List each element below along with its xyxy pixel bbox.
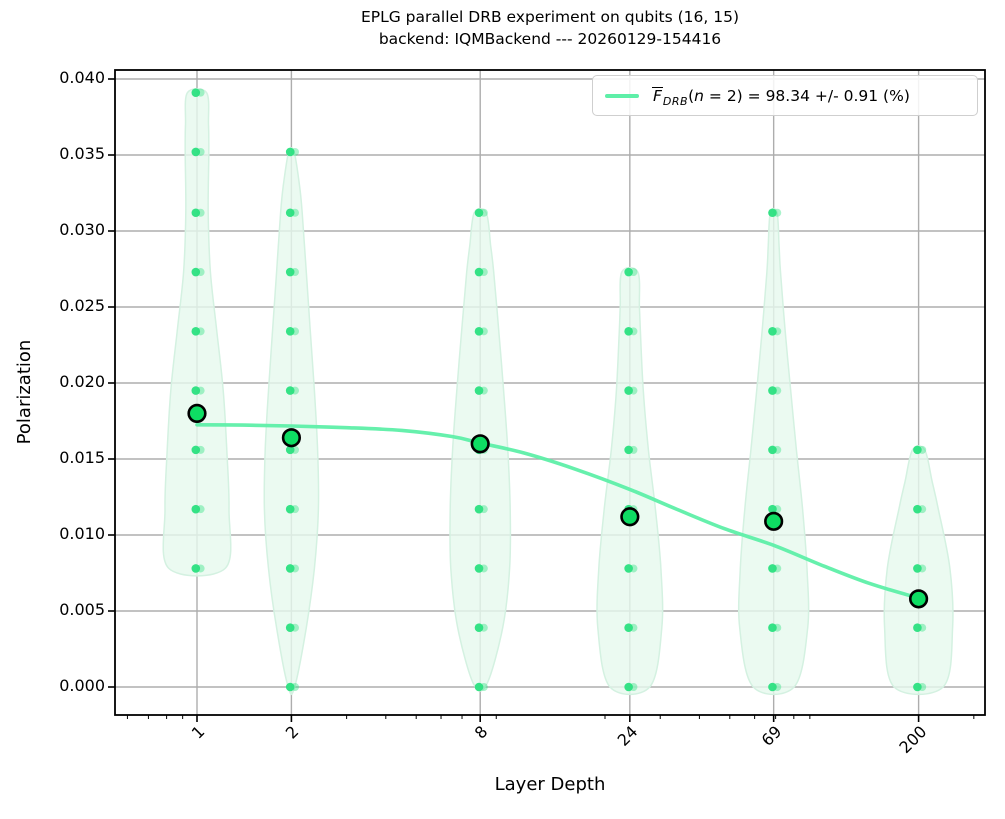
mean-marker-depth-2 bbox=[281, 428, 302, 448]
jitter-dot bbox=[913, 623, 922, 633]
jitter-dot bbox=[191, 147, 201, 157]
tick-marks bbox=[108, 78, 975, 722]
jitter-dot bbox=[624, 327, 633, 336]
x-axis-label: Layer Depth bbox=[494, 774, 606, 795]
mean-marker-depth-8 bbox=[470, 434, 490, 454]
jitter-dot bbox=[768, 623, 777, 633]
jitter-dot bbox=[191, 504, 201, 514]
mean-marker-depth-69 bbox=[764, 511, 784, 531]
legend-paren: ( bbox=[688, 86, 695, 105]
jitter-dot bbox=[913, 682, 922, 692]
mean-marker-depth-1 bbox=[187, 403, 207, 424]
violin-depth-24 bbox=[596, 266, 664, 696]
gridlines bbox=[115, 70, 985, 715]
jitter-dot bbox=[474, 267, 484, 277]
jitter-dot bbox=[768, 208, 777, 218]
jitter-dot bbox=[624, 623, 633, 633]
violin-depth-2 bbox=[263, 147, 320, 696]
jitter-dot bbox=[191, 564, 201, 573]
jitter-dot bbox=[191, 208, 201, 218]
jitter-dot bbox=[285, 445, 295, 455]
mean-marker-depth-200 bbox=[909, 589, 929, 609]
chart-subtitle: backend: IQMBackend --- 20260129-154416 bbox=[378, 30, 722, 49]
fit-curve bbox=[195, 423, 921, 600]
fbar-symbol: F bbox=[652, 86, 663, 105]
jitter-dot bbox=[191, 445, 201, 455]
jitter-dot bbox=[474, 327, 484, 336]
fbar-subscript: DRB bbox=[662, 94, 689, 108]
jitter-dot bbox=[768, 504, 777, 514]
legend-value-text: = 2) = 98.34 +/- 0.91 (%) bbox=[703, 86, 910, 105]
jitter-dot bbox=[624, 267, 633, 277]
jitter-dot bbox=[285, 267, 295, 277]
jitter-dot bbox=[285, 564, 295, 573]
jitter-dot bbox=[913, 445, 922, 455]
jitter-dot bbox=[768, 682, 777, 692]
jitter-dot bbox=[191, 267, 201, 277]
jitter-dot bbox=[768, 327, 777, 336]
jitter-dot bbox=[191, 88, 201, 97]
jitter-dot bbox=[474, 208, 484, 218]
jitter-dot bbox=[285, 386, 295, 395]
jitter-dot bbox=[913, 564, 922, 573]
legend-var-n: n bbox=[694, 86, 704, 105]
mean-marker-depth-24 bbox=[620, 507, 640, 527]
axes-spines bbox=[114, 69, 986, 716]
jitter-dot bbox=[474, 504, 484, 514]
legend-line-sample bbox=[605, 93, 639, 98]
jitter-dot bbox=[285, 327, 295, 336]
jitter-dot bbox=[768, 445, 777, 455]
jitter-dot bbox=[285, 147, 295, 157]
jitter-dot bbox=[474, 682, 484, 692]
title-block: EPLG parallel DRB experiment on qubits (… bbox=[95, 6, 1005, 51]
violins bbox=[162, 87, 954, 696]
jitter-dot bbox=[285, 504, 295, 514]
y-axis-label: Polarization bbox=[14, 339, 35, 445]
jitter-dot bbox=[191, 327, 201, 336]
jitter-dot bbox=[474, 386, 484, 395]
chart-title: EPLG parallel DRB experiment on qubits (… bbox=[360, 8, 740, 26]
jitter-dot bbox=[624, 564, 633, 573]
jitter-dot bbox=[624, 386, 633, 395]
jitter-dot bbox=[474, 623, 484, 633]
jitter-dot bbox=[285, 623, 295, 633]
jitter-dot bbox=[624, 445, 633, 455]
jitter-dot bbox=[624, 682, 633, 692]
jitter-dot bbox=[768, 564, 777, 573]
jitter-dot bbox=[913, 504, 922, 514]
jitter-dots bbox=[191, 88, 927, 692]
legend: FDRB(n = 2) = 98.34 +/- 0.91 (%) bbox=[592, 75, 978, 116]
jitter-dot bbox=[768, 386, 777, 395]
jitter-dot bbox=[191, 386, 201, 395]
legend-label: FDRB(n = 2) = 98.34 +/- 0.91 (%) bbox=[652, 86, 910, 108]
jitter-dot bbox=[285, 682, 295, 692]
jitter-dot bbox=[474, 564, 484, 573]
mean-markers bbox=[187, 403, 929, 609]
jitter-dot bbox=[285, 208, 295, 218]
